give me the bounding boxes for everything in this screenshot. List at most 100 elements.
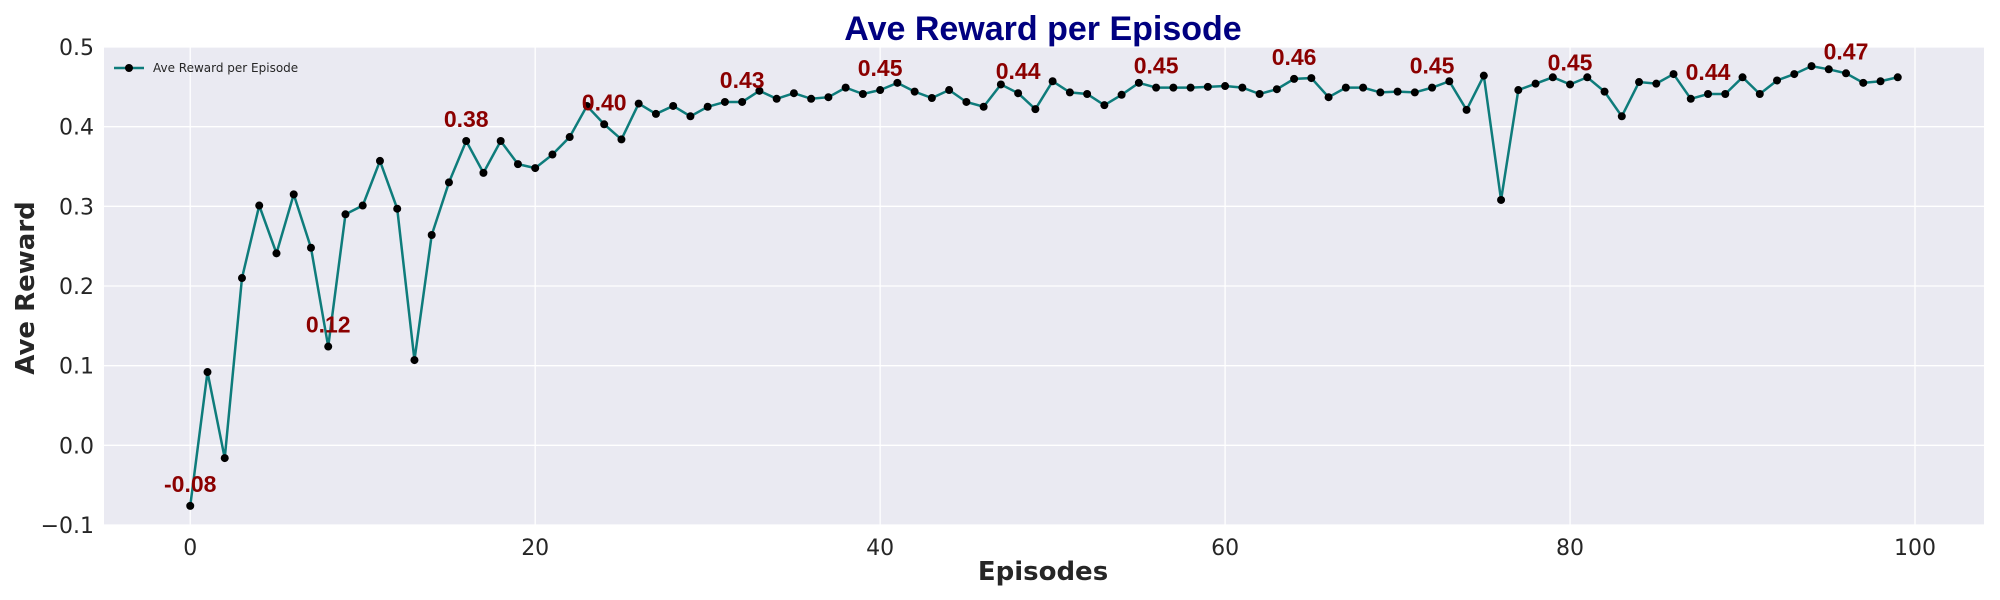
annotation-label-10: 0.45 [1548, 49, 1593, 75]
data-point-33 [755, 86, 764, 95]
data-point-48 [1014, 89, 1023, 98]
data-point-66 [1324, 93, 1333, 102]
data-point-46 [979, 102, 988, 111]
y-tick-label-6: 0.5 [59, 36, 94, 61]
data-point-68 [1359, 83, 1368, 92]
y-tick-label-5: 0.4 [59, 116, 94, 141]
data-point-27 [651, 109, 660, 118]
data-point-29 [686, 112, 695, 121]
data-point-87 [1686, 94, 1695, 103]
data-point-78 [1531, 79, 1540, 88]
data-point-18 [496, 137, 505, 146]
x-tick-label-4: 80 [1556, 536, 1584, 561]
data-point-75 [1479, 71, 1488, 80]
annotation-label-5: 0.45 [858, 55, 903, 81]
data-point-65 [1307, 74, 1316, 83]
data-point-76 [1497, 195, 1506, 204]
series-line [189, 64, 1899, 507]
data-point-59 [1203, 82, 1212, 91]
annotation-label-3: 0.40 [582, 89, 627, 115]
y-tick-label-0: −0.1 [41, 514, 94, 539]
data-point-44 [945, 86, 954, 95]
x-tick-label-0: 0 [183, 536, 197, 561]
data-point-38 [841, 83, 850, 92]
data-point-37 [824, 93, 833, 102]
data-point-36 [807, 94, 816, 103]
data-point-67 [1341, 83, 1350, 92]
data-point-30 [703, 102, 712, 111]
data-point-56 [1152, 83, 1161, 92]
data-point-64 [1290, 74, 1299, 83]
x-axis-label: Episodes [978, 557, 1108, 587]
data-point-60 [1221, 82, 1230, 91]
data-point-31 [720, 97, 729, 106]
data-point-24 [600, 120, 609, 129]
data-point-1 [203, 368, 212, 377]
chart-title: Ave Reward per Episode [844, 10, 1241, 48]
data-point-58 [1186, 83, 1195, 92]
data-point-5 [272, 249, 281, 258]
y-tick-label-2: 0.1 [59, 355, 94, 380]
data-point-84 [1635, 78, 1644, 87]
data-point-9 [341, 210, 350, 219]
data-point-39 [858, 90, 867, 99]
data-point-93 [1790, 70, 1799, 79]
data-point-7 [306, 243, 315, 252]
data-point-70 [1393, 87, 1402, 96]
annotation-label-4: 0.43 [720, 67, 765, 93]
data-point-19 [513, 160, 522, 169]
data-point-82 [1600, 87, 1609, 96]
data-point-96 [1842, 69, 1851, 78]
data-point-32 [738, 97, 747, 106]
data-point-6 [289, 190, 298, 199]
data-point-43 [927, 93, 936, 102]
data-point-45 [962, 97, 971, 106]
data-point-4 [255, 201, 264, 210]
annotation-label-7: 0.45 [1134, 53, 1179, 79]
x-tick-label-3: 60 [1211, 536, 1239, 561]
data-point-57 [1169, 83, 1178, 92]
legend-entry-label: Ave Reward per Episode [153, 61, 298, 75]
data-point-40 [876, 86, 885, 95]
data-point-77 [1514, 86, 1523, 95]
data-point-25 [617, 135, 626, 144]
annotation-label-12: 0.47 [1824, 38, 1869, 64]
data-point-99 [1893, 73, 1902, 82]
data-point-94 [1807, 62, 1816, 71]
y-axis-ticks: −0.1 0.0 0.1 0.2 0.3 0.4 0.5 [41, 36, 94, 539]
data-point-50 [1048, 77, 1057, 86]
data-point-34 [772, 94, 781, 103]
legend-marker-swatch [125, 64, 133, 72]
legend: Ave Reward per Episode [114, 61, 298, 75]
data-point-86 [1669, 70, 1678, 79]
data-point-62 [1255, 90, 1264, 99]
annotation-label-11: 0.44 [1686, 59, 1731, 85]
data-point-72 [1428, 83, 1437, 92]
data-point-53 [1100, 101, 1109, 110]
data-point-54 [1117, 90, 1126, 99]
data-point-80 [1566, 80, 1575, 89]
annotation-label-2: 0.38 [444, 106, 489, 132]
data-point-11 [375, 156, 384, 165]
y-axis-label: Ave Reward [11, 201, 41, 374]
data-point-73 [1445, 77, 1454, 86]
data-point-90 [1738, 73, 1747, 82]
data-point-28 [669, 101, 678, 110]
data-point-13 [410, 356, 419, 365]
x-tick-label-5: 100 [1894, 536, 1936, 561]
y-tick-label-1: 0.0 [59, 434, 94, 459]
grid-lines [104, 46, 1984, 526]
series-markers [186, 62, 1902, 510]
annotation-label-6: 0.44 [996, 58, 1041, 84]
data-point-95 [1824, 65, 1833, 74]
data-point-97 [1859, 78, 1868, 87]
data-point-88 [1704, 90, 1713, 99]
data-point-35 [789, 89, 798, 98]
data-point-83 [1617, 112, 1626, 121]
data-point-2 [220, 454, 229, 463]
data-point-91 [1755, 90, 1764, 99]
data-point-69 [1376, 88, 1385, 97]
data-point-89 [1721, 90, 1730, 99]
annotation-label-0: -0.08 [164, 471, 217, 497]
